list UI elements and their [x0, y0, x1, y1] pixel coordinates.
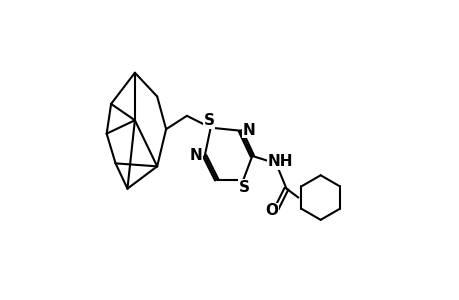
Text: N: N — [242, 123, 255, 138]
Text: S: S — [238, 180, 249, 195]
Text: O: O — [264, 203, 278, 218]
Text: S: S — [203, 113, 214, 128]
Text: N: N — [189, 148, 202, 163]
Text: NH: NH — [267, 154, 293, 169]
